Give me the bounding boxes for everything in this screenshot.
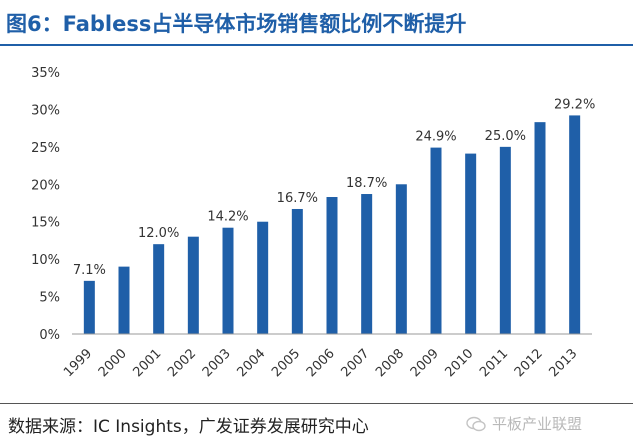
data-label: 7.1% — [73, 263, 106, 278]
x-tick-label: 2011 — [477, 346, 511, 380]
bar — [395, 184, 407, 334]
y-axis-tick-labels: 0% 5% 10% 15% 20% 25% 30% 35% — [31, 66, 60, 343]
x-tick-label: 2003 — [200, 346, 234, 380]
y-tick-label: 35% — [31, 66, 60, 81]
x-tick-label: 2001 — [130, 346, 164, 380]
data-label: 18.7% — [346, 176, 387, 191]
watermark-text: 平板产业联盟 — [492, 415, 583, 433]
bar — [257, 221, 269, 334]
bar — [361, 194, 373, 334]
x-tick-label: 1999 — [61, 346, 95, 380]
chart-title: 图6：Fabless占半导体市场销售额比例不断提升 — [6, 12, 467, 36]
x-tick-label: 2008 — [373, 346, 407, 380]
bar — [291, 208, 303, 334]
x-tick-label: 2010 — [442, 346, 476, 380]
bar-chart: 0% 5% 10% 15% 20% 25% 30% 35% 7.1% 12.0% 14.2% 16.… — [31, 66, 596, 380]
bar — [534, 122, 546, 334]
data-label: 24.9% — [415, 130, 456, 145]
data-label: 25.0% — [485, 129, 526, 144]
x-tick-label: 2004 — [234, 346, 268, 380]
bar — [222, 227, 234, 334]
bar — [499, 146, 511, 334]
y-tick-label: 15% — [31, 216, 60, 231]
data-label: 14.2% — [207, 210, 248, 225]
bars — [83, 115, 581, 334]
y-tick-label: 20% — [31, 178, 60, 193]
data-labels: 7.1% 12.0% 14.2% 16.7% 18.7% 24.9% 25.0% 29.2% — [73, 97, 596, 277]
y-tick-label: 0% — [39, 328, 60, 343]
bar — [187, 236, 199, 334]
bar — [465, 153, 477, 334]
x-tick-label: 2006 — [304, 346, 338, 380]
wechat-icon — [466, 416, 486, 431]
source-note: 数据来源：IC Insights，广发证券发展研究中心 — [8, 417, 369, 437]
y-tick-label: 30% — [31, 103, 60, 118]
x-tick-label: 2007 — [338, 346, 372, 380]
bar — [118, 266, 130, 334]
x-tick-label: 2005 — [269, 346, 303, 380]
y-tick-label: 5% — [39, 291, 60, 306]
x-tick-label: 2002 — [165, 346, 199, 380]
x-tick-label: 2009 — [408, 346, 442, 380]
title-divider — [0, 44, 633, 46]
y-tick-label: 10% — [31, 253, 60, 268]
bar — [153, 244, 165, 334]
x-axis-tick-labels: 1999 2000 2001 2002 2003 2004 2005 2006 2007 2008… — [61, 346, 580, 380]
y-tick-label: 25% — [31, 141, 60, 156]
data-label: 29.2% — [554, 97, 595, 112]
title-bar: 图6：Fabless占半导体市场销售额比例不断提升 — [0, 0, 633, 46]
bar — [569, 115, 581, 334]
bar — [83, 280, 95, 334]
watermark: 平板产业联盟 — [466, 413, 582, 434]
footer-divider — [0, 403, 633, 404]
x-tick-label: 2013 — [546, 346, 580, 380]
data-label: 16.7% — [277, 191, 318, 206]
bar — [326, 197, 338, 334]
x-tick-label: 2000 — [96, 346, 130, 380]
bar — [430, 147, 442, 334]
x-tick-label: 2012 — [512, 346, 546, 380]
data-label: 12.0% — [138, 226, 179, 241]
